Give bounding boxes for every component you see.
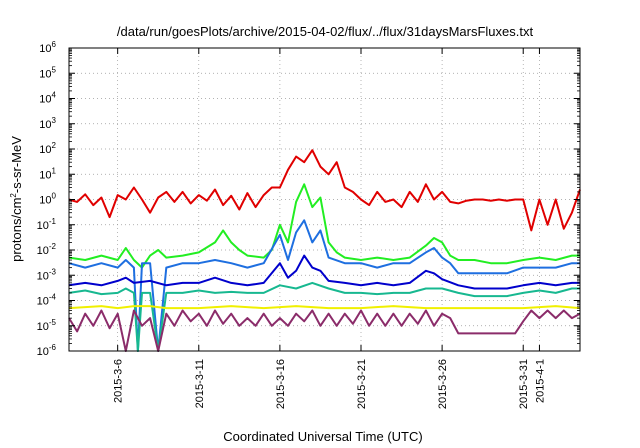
y-tick-label: 104 (39, 91, 56, 106)
y-axis-ticks: 10-6 10-5 10-4 10-3 10-2 10-1 100 101 102 103 104 1… (37, 40, 580, 358)
y-tick-label: 10-3 (37, 267, 57, 282)
y-tick-label: 10-6 (37, 343, 57, 358)
x-axis-label: Coordinated Universal Time (UTC) (223, 429, 422, 444)
y-axis-label-base: protons/cm (9, 198, 24, 262)
x-tick-label: 2015-3-6 (113, 359, 125, 403)
x-tick-label: 2015-3-31 (518, 359, 530, 409)
series-line-3 (68, 219, 580, 352)
series-layer (68, 149, 581, 352)
y-axis-label: protons/cm2-s-sr-MeV (9, 136, 24, 262)
x-tick-label: 2015-3-21 (356, 359, 368, 409)
y-tick-label: 10-5 (37, 318, 57, 333)
y-tick-label: 106 (39, 40, 56, 55)
x-tick-label: 2015-4-1 (534, 359, 546, 403)
y-tick-label: 102 (39, 141, 56, 156)
series-line-1 (68, 149, 581, 232)
y-axis-label-rest: -s-sr-MeV (9, 136, 24, 193)
x-tick-label: 2015-3-16 (275, 359, 287, 409)
y-tick-label: 105 (39, 65, 56, 80)
series-line-4 (68, 254, 580, 290)
chart-title: /data/run/goesPlots/archive/2015-04-02/f… (117, 24, 534, 39)
x-tick-label: 2015-3-26 (437, 359, 449, 409)
y-tick-label: 10-1 (37, 217, 57, 232)
y-tick-label: 10-4 (37, 293, 57, 308)
y-tick-label: 101 (39, 166, 56, 181)
series-line-5 (68, 281, 580, 352)
y-tick-label: 103 (39, 116, 56, 131)
series-line-6 (68, 305, 581, 310)
grid-lines (69, 48, 580, 351)
x-tick-label: 2015-3-11 (194, 359, 206, 408)
y-tick-label: 10-2 (37, 242, 57, 257)
x-axis-ticks: 2015-3-6 2015-3-11 2015-3-16 2015-3-21 2015-… (113, 48, 546, 409)
y-axis-label-sup: 2 (9, 193, 18, 198)
series-line-2 (68, 183, 580, 269)
series-line-7 (68, 309, 581, 352)
y-tick-label: 100 (39, 192, 56, 207)
